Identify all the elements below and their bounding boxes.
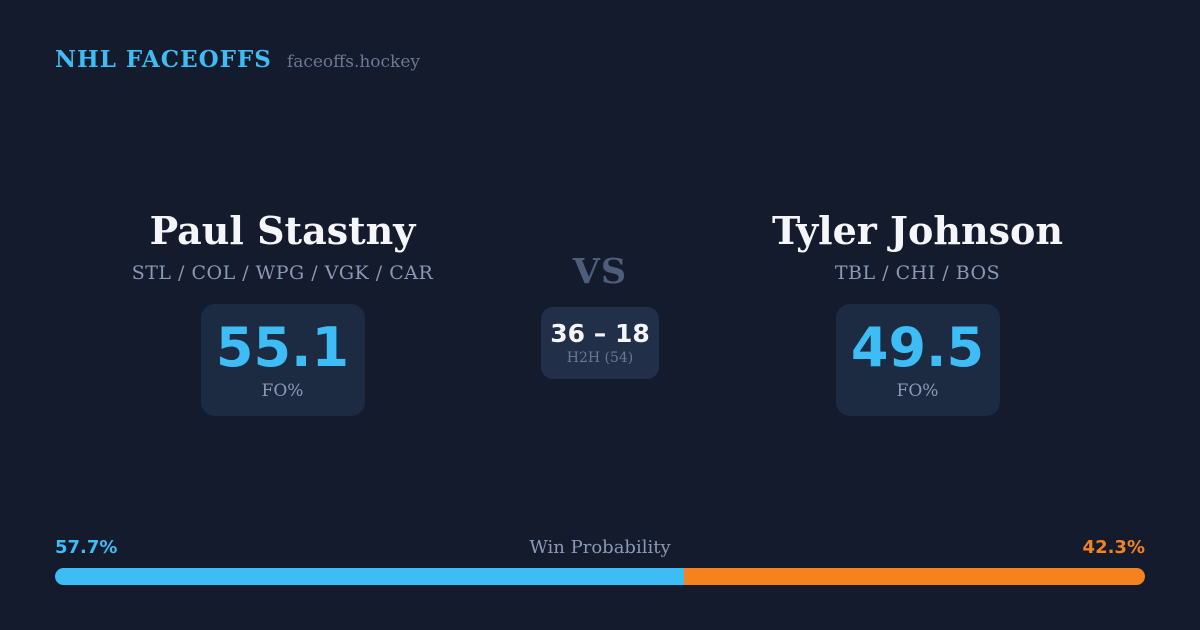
player-right-stat-card: 49.5 FO% (835, 304, 1000, 416)
head-to-head-card: 36 – 18 H2H (54) (541, 307, 659, 379)
player-right-name: Tyler Johnson (772, 208, 1063, 253)
site-url: faceoffs.hockey (286, 52, 421, 72)
win-probability-title: Win Probability (529, 537, 671, 558)
win-probability-section: 57.7% Win Probability 42.3% (55, 538, 1145, 585)
header: NHL FACEOFFS faceoffs.hockey (55, 46, 420, 73)
center-column: VS 36 – 18 H2H (54) (480, 208, 720, 416)
player-left-name: Paul Stastny (149, 208, 416, 253)
win-probability-bar-left-fill (55, 568, 684, 585)
vs-label: VS (572, 251, 628, 292)
player-left-stat-card: 55.1 FO% (200, 304, 365, 416)
win-probability-right-pct: 42.3% (1082, 537, 1145, 558)
player-left-teams: STL / COL / WPG / VGK / CAR (131, 262, 434, 284)
player-left-stat-value: 55.1 (215, 315, 350, 379)
player-right-column: Tyler Johnson TBL / CHI / BOS 49.5 FO% (720, 208, 1115, 416)
player-left-stat-label: FO% (261, 380, 304, 401)
player-right-stat-value: 49.5 (850, 315, 985, 379)
player-right-teams: TBL / CHI / BOS (834, 262, 1001, 284)
matchup-section: Paul Stastny STL / COL / WPG / VGK / CAR… (0, 208, 1200, 416)
player-right-stat-label: FO% (896, 380, 939, 401)
win-probability-bar-right-fill (683, 568, 1145, 585)
brand-logo: NHL FACEOFFS (55, 46, 272, 73)
head-to-head-score: 36 – 18 (550, 319, 650, 348)
win-probability-labels: 57.7% Win Probability 42.3% (55, 538, 1145, 558)
head-to-head-label: H2H (54) (566, 350, 634, 366)
win-probability-bar (55, 568, 1145, 585)
win-probability-left-pct: 57.7% (55, 537, 118, 558)
player-left-column: Paul Stastny STL / COL / WPG / VGK / CAR… (85, 208, 480, 416)
